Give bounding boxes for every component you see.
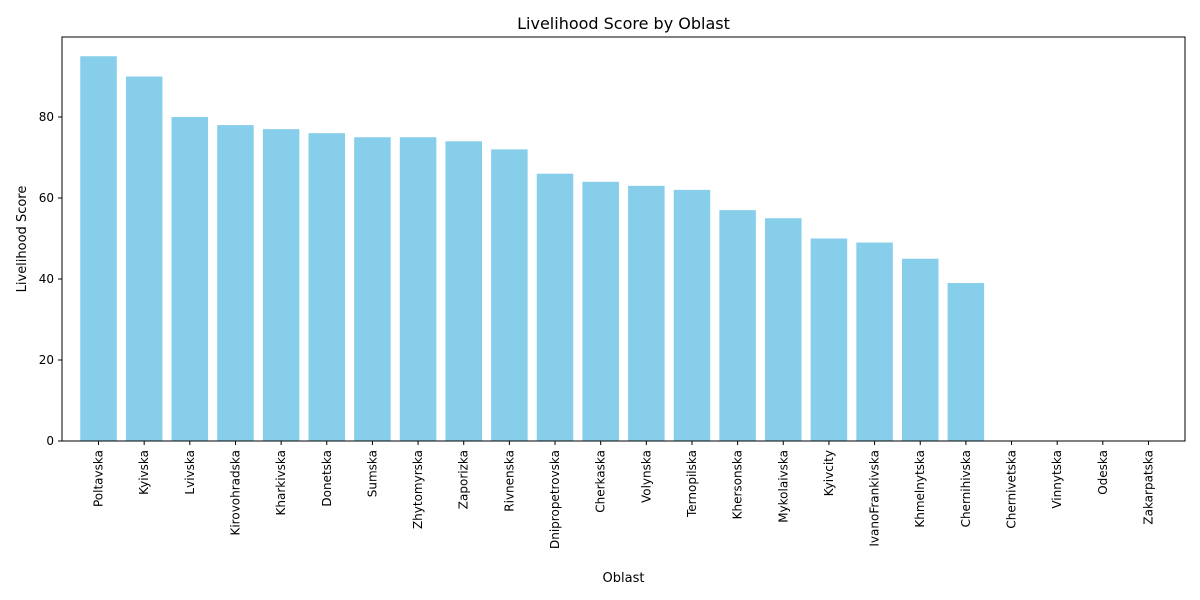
bar-kyivska <box>125 76 163 442</box>
bar-volynska <box>628 185 665 441</box>
bar-lvivska <box>171 116 209 441</box>
y-tick-label: 20 <box>39 353 54 367</box>
x-tick-label: Cherkaska <box>594 450 608 513</box>
bar-poltavska <box>80 56 117 441</box>
x-tick-label: Odeska <box>1096 450 1110 495</box>
bar-zaporizka <box>445 141 482 442</box>
bars-group <box>80 56 985 442</box>
bar-cherkaska <box>582 181 619 441</box>
bar-ternopilska <box>673 189 711 441</box>
bar-chernihivska <box>947 283 985 441</box>
x-tick-label: Kharkivska <box>274 450 288 516</box>
x-tick-label: Lvivska <box>183 450 197 495</box>
plot-frame <box>61 36 1186 442</box>
bar-kyivcity <box>810 238 848 441</box>
x-tick-label: Zaporizka <box>457 450 471 509</box>
x-tick-label: Kirovohradska <box>228 450 242 536</box>
x-tick-label: Sumska <box>365 450 379 497</box>
bar-sumska <box>354 137 391 441</box>
x-tick-label: Kyivcity <box>822 450 836 496</box>
x-tick-label: Chernivetska <box>1005 450 1019 529</box>
x-tick-label: Poltavska <box>92 450 106 507</box>
x-tick-label: Chernihivska <box>959 450 973 527</box>
x-tick-label: Zhytomyrska <box>411 450 425 529</box>
y-axis-title: Livelihood Score <box>15 186 30 293</box>
bar-rivnenska <box>491 149 528 441</box>
bar-donetska <box>308 133 346 441</box>
y-axis-ticks: 0 20 40 60 80 <box>39 110 62 448</box>
y-tick-label: 0 <box>46 434 54 448</box>
x-tick-label: Dnipropetrovska <box>548 450 562 549</box>
chart-title: Livelihood Score by Oblast <box>517 14 730 33</box>
y-tick-label: 40 <box>39 272 54 286</box>
x-tick-label: Kyivska <box>137 450 151 495</box>
bar-kharkivska <box>262 129 300 441</box>
y-tick-label: 80 <box>39 110 54 124</box>
x-tick-label: Volynska <box>639 450 653 503</box>
bar-kirovohradska <box>217 125 254 442</box>
x-tick-label: Ternopilska <box>685 450 699 518</box>
x-tick-label: Mykolaivska <box>776 450 790 523</box>
x-tick-label: Vinnytska <box>1050 450 1064 509</box>
y-tick-label: 60 <box>39 191 54 205</box>
bar-dnipropetrovska <box>536 173 574 442</box>
x-tick-label: Zakarpatska <box>1141 450 1155 525</box>
x-tick-label: Khmelnytska <box>913 450 927 528</box>
x-tick-label: Donetska <box>320 450 334 507</box>
x-tick-label: IvanoFrankivska <box>868 450 882 547</box>
bar-zhytomyrska <box>399 137 437 441</box>
bar-khmelnytska <box>901 258 939 441</box>
bar-mykolaivska <box>765 218 802 441</box>
bar-ivanofrankivska <box>856 242 893 441</box>
x-axis-title: Oblast <box>603 571 645 586</box>
x-tick-label: Rivnenska <box>502 450 516 512</box>
x-tick-label: Khersonska <box>731 450 745 519</box>
bar-khersonska <box>719 210 756 441</box>
x-axis-ticks: Poltavska Kyivska Lvivska Kirovohradska Khar… <box>92 441 1155 549</box>
